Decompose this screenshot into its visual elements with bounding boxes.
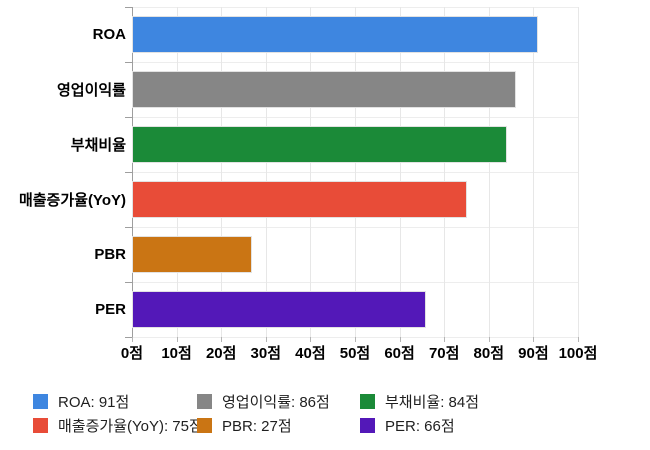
x-tick-label: 70점 xyxy=(428,345,460,362)
legend-label: PBR: 27점 xyxy=(222,417,292,435)
y-axis-tick xyxy=(125,172,132,173)
legend-swatch xyxy=(33,393,48,409)
category-label: PER xyxy=(95,301,126,318)
legend-swatch xyxy=(197,417,212,433)
x-axis-tick xyxy=(355,337,356,342)
y-axis-tick xyxy=(125,7,132,8)
y-axis-tick xyxy=(125,337,132,338)
x-tick-label: 60점 xyxy=(384,345,415,362)
bar-매출증가율(YoY)[interactable] xyxy=(132,181,467,218)
x-tick-label: 0점 xyxy=(120,345,144,362)
bar-PER[interactable] xyxy=(132,291,427,328)
gridline-vertical xyxy=(265,7,267,337)
x-axis-tick xyxy=(176,337,178,342)
plot-area xyxy=(125,7,579,342)
legend-swatch xyxy=(360,417,375,433)
legend-item: 영업이익률: 86점 xyxy=(197,392,330,411)
x-axis-tick xyxy=(132,337,133,342)
x-axis-tick xyxy=(578,337,579,342)
legend-label: ROA: 91점 xyxy=(58,393,130,411)
x-axis-tick xyxy=(221,337,223,342)
legend-item: PER: 66점 xyxy=(360,416,455,435)
x-axis-tick xyxy=(310,337,312,342)
x-tick-label: 20점 xyxy=(205,345,237,362)
legend-label: 부채비율: 84점 xyxy=(385,393,480,411)
bar-부채비율[interactable] xyxy=(132,126,507,163)
x-axis-labels: 0점 10점 20점 30점 40점 50점 60점 70점 80점 90점 100점 xyxy=(0,342,650,362)
legend-label: 영업이익률: 86점 xyxy=(222,393,330,411)
category-label: 매출증가율(YoY) xyxy=(18,192,126,209)
category-label: PBR xyxy=(94,246,126,263)
x-axis-tick xyxy=(265,337,267,342)
bar-영업이익률[interactable] xyxy=(132,71,516,108)
legend-swatch xyxy=(33,417,48,433)
bar-ROA[interactable] xyxy=(132,16,538,53)
x-axis-tick xyxy=(488,337,490,342)
x-tick-label: 80점 xyxy=(473,345,505,362)
category-label: 부채비율 xyxy=(70,137,126,154)
gridline-vertical xyxy=(444,7,446,337)
gridline-vertical xyxy=(533,7,535,337)
gridline-vertical xyxy=(310,7,312,337)
y-axis-line xyxy=(132,7,133,337)
x-axis-tick xyxy=(444,337,446,342)
y-axis-tick xyxy=(125,117,132,118)
legend-item: 부채비율: 84점 xyxy=(360,392,480,411)
y-axis-tick xyxy=(125,62,132,63)
gridline-vertical xyxy=(399,7,401,337)
legend-swatch xyxy=(360,393,375,409)
legend-swatch xyxy=(197,393,212,409)
x-tick-label: 30점 xyxy=(250,345,282,362)
gridline-vertical xyxy=(488,7,490,337)
x-tick-label: 100점 xyxy=(558,345,598,362)
category-label: ROA xyxy=(92,26,126,43)
legend-item: 매출증가율(YoY): 75점 xyxy=(33,416,203,435)
y-axis-tick xyxy=(125,282,132,283)
legend-item: PBR: 27점 xyxy=(197,416,292,435)
x-tick-label: 90점 xyxy=(518,345,549,362)
gridline-vertical xyxy=(221,7,223,337)
x-axis-tick xyxy=(399,337,401,342)
gridline-vertical xyxy=(176,7,178,337)
legend-label: 매출증가율(YoY): 75점 xyxy=(58,417,203,435)
y-axis-tick xyxy=(125,227,132,228)
gridline-vertical xyxy=(578,7,579,337)
legend-label: PER: 66점 xyxy=(385,417,455,435)
x-tick-label: 10점 xyxy=(161,345,192,362)
x-tick-label: 50점 xyxy=(339,345,371,362)
x-tick-label: 40점 xyxy=(295,345,326,362)
gridline-vertical xyxy=(355,7,356,337)
legend-item: ROA: 91점 xyxy=(33,392,130,411)
bar-PBR[interactable] xyxy=(132,236,253,273)
x-axis-tick xyxy=(533,337,535,342)
category-label: 영업이익률 xyxy=(56,82,126,99)
